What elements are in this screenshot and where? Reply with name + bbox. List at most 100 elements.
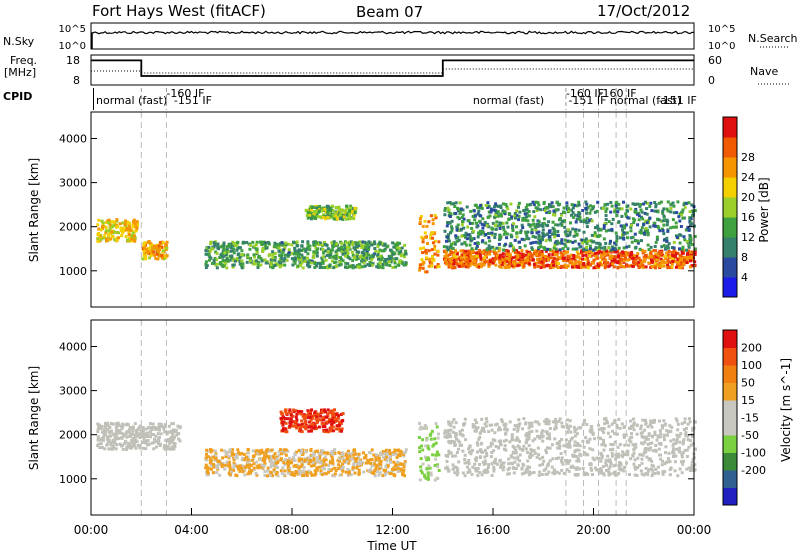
power-scatter-cell bbox=[346, 213, 350, 217]
velocity-scatter-cell bbox=[421, 426, 425, 430]
power-scatter-cell bbox=[551, 220, 555, 224]
velocity-scatter-cell bbox=[305, 474, 309, 477]
velocity-scatter-cell bbox=[532, 471, 536, 474]
power-scatter-cell bbox=[298, 252, 302, 256]
velocity-scatter-cell bbox=[634, 467, 638, 471]
velocity-scatter-cell bbox=[115, 443, 119, 447]
velocity-scatter-cell bbox=[118, 442, 122, 446]
power-scatter-cell bbox=[351, 264, 355, 268]
velocity-scatter-cell bbox=[345, 454, 349, 457]
power-scatter-cell bbox=[445, 239, 448, 243]
power-scatter-cell bbox=[400, 246, 404, 250]
power-scatter-cell bbox=[652, 249, 656, 252]
power-scatter-cell bbox=[306, 216, 310, 220]
power-scatter-cell bbox=[507, 263, 511, 267]
power-scatter-cell bbox=[466, 233, 470, 237]
power-scatter-cell bbox=[531, 258, 535, 262]
velocity-scatter-cell bbox=[251, 458, 255, 462]
velocity-scatter-cell bbox=[265, 474, 269, 478]
power-scatter-cell bbox=[377, 255, 381, 259]
velocity-scatter-cell bbox=[281, 423, 285, 427]
velocity-scatter-cell bbox=[111, 444, 115, 448]
power-scatter-cell bbox=[537, 230, 541, 234]
power-scatter-cell bbox=[521, 255, 525, 259]
power-scatter-cell bbox=[447, 208, 451, 212]
power-scatter-cell bbox=[538, 260, 542, 264]
velocity-scatter-cell bbox=[149, 435, 152, 439]
power-scatter-cell bbox=[498, 253, 502, 257]
velocity-scatter-cell bbox=[114, 447, 118, 451]
power-scatter-cell bbox=[532, 210, 536, 214]
power-scatter-cell bbox=[577, 200, 581, 204]
power-scatter-cell bbox=[159, 241, 163, 244]
power-scatter-cell bbox=[610, 254, 614, 258]
velocity-scatter-cell bbox=[385, 470, 389, 474]
power-scatter-cell bbox=[308, 259, 312, 262]
power-scatter-cell bbox=[556, 258, 559, 261]
power-scatter-cell bbox=[639, 208, 643, 212]
velocity-scatter-cell bbox=[269, 465, 273, 469]
power-scatter-cell bbox=[572, 234, 576, 238]
power-scatter-cell bbox=[310, 261, 313, 265]
power-scatter-cell bbox=[512, 260, 515, 264]
velocity-scatter-cell bbox=[156, 442, 160, 445]
velocity-scatter-cell bbox=[434, 422, 438, 426]
power-scatter-cell bbox=[135, 220, 139, 224]
power-scatter-cell bbox=[309, 208, 313, 212]
velocity-scatter-cell bbox=[294, 409, 298, 413]
velocity-scatter-cell bbox=[419, 457, 423, 461]
velocity-scatter-cell bbox=[686, 422, 690, 426]
velocity-scatter-cell bbox=[325, 420, 329, 424]
velocity-scatter-cell bbox=[320, 464, 324, 468]
power-scatter-cell bbox=[425, 224, 429, 228]
power-scatter-cell bbox=[488, 252, 492, 256]
velocity-scatter-cell bbox=[468, 444, 472, 448]
power-scatter-cell bbox=[315, 254, 319, 258]
power-scatter-cell bbox=[481, 239, 485, 243]
power-scatter-cell bbox=[326, 253, 330, 257]
power-scatter-cell bbox=[667, 253, 671, 257]
power-scatter-cell bbox=[660, 259, 664, 263]
power-scatter-cell bbox=[679, 233, 683, 237]
velocity-scatter-cell bbox=[362, 470, 366, 474]
power-scatter-cell bbox=[419, 215, 423, 218]
velocity-scatter-cell bbox=[114, 430, 118, 434]
velocity-scatter-cell bbox=[436, 436, 440, 440]
power-scatter-cell bbox=[510, 244, 514, 248]
power-scatter-cell bbox=[499, 265, 503, 269]
velocity-scatter-cell bbox=[208, 456, 212, 460]
velocity-scatter-cell bbox=[156, 432, 160, 436]
velocity-scatter-cell bbox=[298, 465, 302, 469]
velocity-scatter-cell bbox=[333, 451, 337, 455]
power-scatter-cell bbox=[472, 255, 476, 259]
power-scatter-cell bbox=[312, 256, 316, 260]
velocity-scatter-cell bbox=[230, 453, 234, 457]
velocity-scatter-cell bbox=[351, 468, 355, 472]
power-scatter-cell bbox=[454, 236, 458, 240]
velocity-scatter-cell bbox=[647, 432, 651, 436]
power-scatter-cell bbox=[226, 259, 230, 263]
power-scatter-cell bbox=[681, 208, 685, 212]
power-scatter-cell bbox=[523, 208, 526, 212]
power-scatter-cell bbox=[661, 211, 665, 215]
power-scatter-cell bbox=[688, 259, 692, 263]
velocity-scatter-cell bbox=[261, 459, 265, 463]
velocity-scatter-cell bbox=[617, 452, 621, 456]
power-scatter-cell bbox=[624, 223, 628, 227]
power-scatter-cell bbox=[609, 256, 613, 260]
power-scatter-cell bbox=[266, 241, 270, 244]
power-scatter-cell bbox=[478, 262, 482, 266]
power-scatter-cell bbox=[461, 213, 465, 217]
power-scatter-cell bbox=[428, 257, 432, 261]
power-scatter-cell bbox=[604, 265, 608, 268]
velocity-scatter-cell bbox=[671, 449, 675, 453]
velocity-scatter-cell bbox=[522, 471, 526, 475]
velocity-scatter-cell bbox=[603, 422, 607, 426]
power-scatter-cell bbox=[622, 200, 625, 204]
power-scatter-cell bbox=[596, 227, 600, 231]
power-scatter-cell bbox=[632, 254, 636, 258]
power-scatter-cell bbox=[448, 215, 452, 218]
velocity-scatter-cell bbox=[579, 426, 583, 430]
power-scatter-cell bbox=[592, 248, 596, 252]
